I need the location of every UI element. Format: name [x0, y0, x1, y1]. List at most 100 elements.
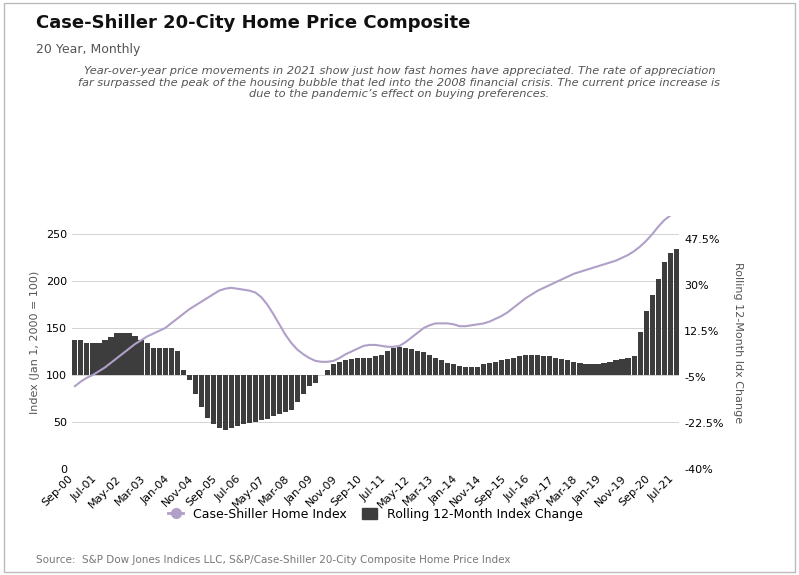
- Bar: [264, 375, 270, 419]
- Bar: [433, 358, 438, 375]
- Bar: [259, 375, 264, 420]
- Bar: [157, 348, 161, 375]
- Bar: [499, 360, 504, 375]
- Bar: [554, 358, 559, 375]
- Bar: [97, 343, 101, 375]
- Bar: [650, 294, 654, 375]
- Bar: [511, 358, 516, 375]
- Bar: [331, 364, 336, 375]
- Bar: [439, 360, 444, 375]
- Bar: [379, 355, 384, 375]
- Bar: [240, 375, 246, 424]
- Bar: [541, 356, 547, 375]
- Bar: [487, 363, 492, 375]
- Bar: [271, 375, 276, 416]
- Bar: [415, 351, 420, 375]
- Bar: [619, 359, 625, 375]
- Bar: [535, 355, 540, 375]
- Bar: [247, 375, 252, 423]
- Bar: [373, 356, 378, 375]
- Bar: [590, 364, 594, 375]
- Bar: [235, 375, 240, 426]
- Bar: [78, 340, 83, 375]
- Bar: [463, 367, 468, 375]
- Legend: Case-Shiller Home Index, Rolling 12-Month Index Change: Case-Shiller Home Index, Rolling 12-Mont…: [163, 503, 588, 526]
- Bar: [349, 359, 354, 375]
- Bar: [145, 343, 149, 375]
- Bar: [505, 359, 511, 375]
- Bar: [295, 375, 300, 402]
- Bar: [475, 367, 480, 375]
- Bar: [385, 351, 390, 375]
- Bar: [583, 364, 589, 375]
- Bar: [169, 348, 173, 375]
- Bar: [288, 375, 294, 410]
- Bar: [529, 355, 535, 375]
- Bar: [355, 358, 360, 375]
- Bar: [451, 364, 456, 375]
- Bar: [566, 360, 570, 375]
- Bar: [361, 358, 366, 375]
- Bar: [445, 363, 450, 375]
- Bar: [90, 343, 96, 375]
- Bar: [217, 375, 222, 428]
- Bar: [643, 310, 649, 375]
- Bar: [668, 253, 673, 375]
- Bar: [193, 375, 197, 394]
- Bar: [229, 375, 234, 428]
- Bar: [655, 278, 661, 375]
- Bar: [578, 363, 582, 375]
- Bar: [85, 343, 89, 375]
- Bar: [187, 375, 192, 380]
- Bar: [397, 347, 402, 375]
- Bar: [559, 359, 564, 375]
- Bar: [391, 348, 396, 375]
- Bar: [162, 348, 168, 375]
- Bar: [614, 360, 618, 375]
- Bar: [493, 362, 499, 375]
- Bar: [73, 340, 78, 375]
- Bar: [252, 375, 258, 422]
- Bar: [343, 360, 348, 375]
- Bar: [138, 340, 144, 375]
- Bar: [421, 352, 426, 375]
- Bar: [481, 364, 487, 375]
- Text: Year-over-year price movements in 2021 show just how fast homes have appreciated: Year-over-year price movements in 2021 s…: [78, 66, 721, 99]
- Bar: [403, 348, 408, 375]
- Bar: [547, 356, 552, 375]
- Bar: [313, 375, 318, 383]
- Bar: [571, 362, 577, 375]
- Bar: [517, 356, 523, 375]
- Bar: [223, 375, 228, 430]
- Bar: [126, 334, 132, 375]
- Bar: [337, 362, 342, 375]
- Bar: [602, 363, 606, 375]
- Bar: [150, 348, 156, 375]
- Bar: [367, 358, 372, 375]
- Bar: [276, 375, 282, 414]
- Text: Source:  S&P Dow Jones Indices LLC, S&P/Case-Shiller 20-City Composite Home Pric: Source: S&P Dow Jones Indices LLC, S&P/C…: [36, 555, 511, 565]
- Bar: [674, 249, 678, 375]
- Bar: [205, 375, 210, 418]
- Bar: [409, 350, 414, 375]
- Bar: [631, 356, 637, 375]
- Bar: [102, 340, 108, 375]
- Bar: [325, 370, 330, 375]
- Bar: [523, 355, 528, 375]
- Bar: [457, 366, 463, 375]
- Bar: [595, 364, 601, 375]
- Bar: [109, 338, 113, 375]
- Bar: [121, 334, 125, 375]
- Bar: [626, 358, 630, 375]
- Bar: [283, 375, 288, 412]
- Y-axis label: Rolling 12-Month Idx Change: Rolling 12-Month Idx Change: [733, 262, 743, 423]
- Bar: [607, 362, 613, 375]
- Bar: [114, 334, 120, 375]
- Text: Case-Shiller 20-City Home Price Composite: Case-Shiller 20-City Home Price Composit…: [36, 14, 471, 32]
- Bar: [199, 375, 204, 407]
- Y-axis label: Index (Jan 1, 2000 = 100): Index (Jan 1, 2000 = 100): [30, 270, 41, 414]
- Bar: [662, 262, 666, 375]
- Bar: [638, 332, 642, 375]
- Bar: [301, 375, 306, 394]
- Bar: [427, 355, 432, 375]
